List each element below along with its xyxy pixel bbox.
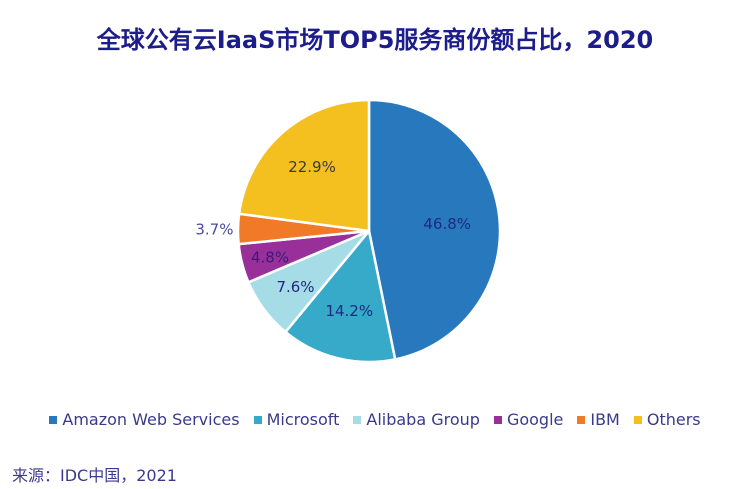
legend-swatch xyxy=(49,415,58,424)
legend-item-amazon-web-services: Amazon Web Services xyxy=(49,410,240,429)
chart-title: 全球公有云IaaS市场TOP5服务商份额占比，2020 xyxy=(96,26,654,54)
legend-item-ibm: IBM xyxy=(577,410,620,429)
legend-item-others: Others xyxy=(633,410,701,429)
legend-label: IBM xyxy=(590,410,620,429)
legend-item-google: Google xyxy=(493,410,564,429)
legend-swatch xyxy=(353,415,362,424)
data-label-others: 22.9% xyxy=(288,158,336,176)
legend-swatch xyxy=(493,415,502,424)
pie-slice-microsoft xyxy=(283,228,397,364)
legend-swatch xyxy=(577,415,586,424)
legend-label: Microsoft xyxy=(266,410,340,429)
legend: Amazon Web Services Microsoft Alibaba Grou… xyxy=(0,410,750,429)
legend-label: Alibaba Group xyxy=(366,410,480,429)
legend-label: Google xyxy=(506,410,564,429)
data-label-amazon-web-services: 46.8% xyxy=(423,215,471,233)
legend-label: Others xyxy=(646,410,701,429)
legend-swatch xyxy=(633,415,642,424)
source-note: 来源：IDC中国，2021 xyxy=(12,466,177,485)
legend-item-microsoft: Microsoft xyxy=(253,410,340,429)
data-label-google: 4.8% xyxy=(251,248,289,266)
data-label-ibm: 3.7% xyxy=(195,221,233,239)
legend-label: Amazon Web Services xyxy=(62,410,240,429)
pie-slice-others xyxy=(237,98,371,233)
pie-slice-amazon-web-services xyxy=(367,98,502,361)
legend-swatch xyxy=(253,415,262,424)
legend-item-alibaba-group: Alibaba Group xyxy=(353,410,480,429)
data-label-alibaba-group: 7.6% xyxy=(276,278,314,296)
data-label-microsoft: 14.2% xyxy=(325,302,373,320)
